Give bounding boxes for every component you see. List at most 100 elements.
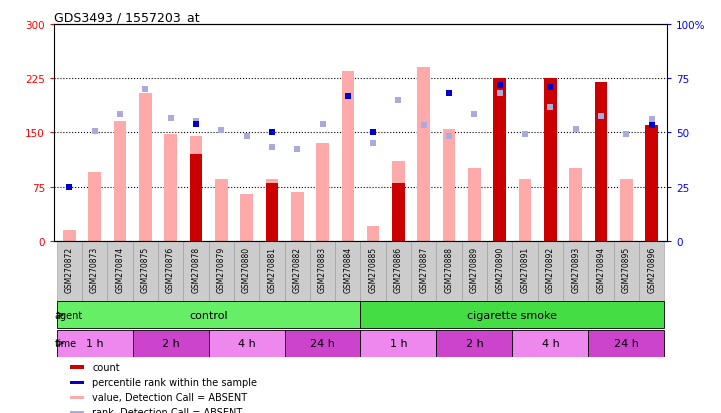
Text: count: count xyxy=(92,362,120,372)
Text: value, Detection Call = ABSENT: value, Detection Call = ABSENT xyxy=(92,392,247,402)
Text: 2 h: 2 h xyxy=(466,338,483,348)
Text: GDS3493 / 1557203_at: GDS3493 / 1557203_at xyxy=(54,11,200,24)
Bar xyxy=(493,79,506,241)
Bar xyxy=(265,180,278,241)
Bar xyxy=(342,72,354,241)
Bar xyxy=(544,126,557,241)
Point xyxy=(570,126,582,133)
Text: GSM270878: GSM270878 xyxy=(191,246,200,292)
Text: GSM270872: GSM270872 xyxy=(65,246,74,292)
Bar xyxy=(285,330,360,357)
Point xyxy=(317,121,328,128)
Bar xyxy=(70,396,84,399)
Text: GSM270875: GSM270875 xyxy=(141,246,150,292)
Point xyxy=(139,86,151,93)
Bar xyxy=(208,241,234,301)
Bar xyxy=(360,330,436,357)
Text: GSM270895: GSM270895 xyxy=(622,246,631,292)
Bar xyxy=(291,192,304,241)
Text: GSM270880: GSM270880 xyxy=(242,246,251,292)
Point xyxy=(63,184,75,190)
Bar xyxy=(513,241,538,301)
Bar xyxy=(570,169,582,241)
Point xyxy=(646,117,658,123)
Bar xyxy=(57,241,82,301)
Text: GSM270891: GSM270891 xyxy=(521,246,530,292)
Bar xyxy=(107,241,133,301)
Bar xyxy=(468,169,481,241)
Text: GSM270887: GSM270887 xyxy=(420,246,428,292)
Point xyxy=(646,123,658,129)
Point xyxy=(469,112,480,118)
Point xyxy=(443,133,455,140)
Bar xyxy=(317,144,329,241)
Bar xyxy=(190,154,202,241)
Bar xyxy=(70,381,84,384)
Bar xyxy=(588,241,614,301)
Bar xyxy=(392,183,404,241)
Bar xyxy=(57,330,133,357)
Bar xyxy=(133,241,158,301)
Text: GSM270889: GSM270889 xyxy=(470,246,479,292)
Text: control: control xyxy=(189,310,228,320)
Bar xyxy=(487,241,513,301)
Point xyxy=(216,128,227,134)
Bar xyxy=(57,301,360,329)
Point xyxy=(241,133,252,140)
Bar xyxy=(493,129,506,241)
Text: GSM270874: GSM270874 xyxy=(115,246,125,292)
Bar xyxy=(234,241,260,301)
Bar xyxy=(645,126,658,241)
Bar xyxy=(436,241,461,301)
Text: 2 h: 2 h xyxy=(162,338,180,348)
Text: GSM270884: GSM270884 xyxy=(343,246,353,292)
Bar xyxy=(70,366,84,369)
Text: rank, Detection Call = ABSENT: rank, Detection Call = ABSENT xyxy=(92,408,242,413)
Bar xyxy=(360,241,386,301)
Text: GSM270876: GSM270876 xyxy=(166,246,175,292)
Text: GSM270894: GSM270894 xyxy=(596,246,606,292)
Point xyxy=(494,90,505,97)
Point xyxy=(621,131,632,138)
Bar xyxy=(190,137,202,241)
Bar xyxy=(588,330,664,357)
Bar xyxy=(215,180,228,241)
Text: 1 h: 1 h xyxy=(86,338,103,348)
Bar xyxy=(88,173,101,241)
Bar xyxy=(360,301,664,329)
Point xyxy=(63,184,75,190)
Point xyxy=(190,119,202,126)
Bar xyxy=(164,134,177,241)
Bar xyxy=(133,330,208,357)
Point xyxy=(190,121,202,128)
Point xyxy=(544,104,556,111)
Bar xyxy=(639,241,664,301)
Text: percentile rank within the sample: percentile rank within the sample xyxy=(92,377,257,387)
Text: GSM270893: GSM270893 xyxy=(571,246,580,292)
Bar xyxy=(443,129,456,241)
Point xyxy=(89,128,100,135)
Bar xyxy=(208,330,285,357)
Bar xyxy=(563,241,588,301)
Text: GSM270873: GSM270873 xyxy=(90,246,99,292)
Text: GSM270888: GSM270888 xyxy=(445,246,454,292)
Bar xyxy=(417,68,430,241)
Bar xyxy=(70,411,84,413)
Bar xyxy=(513,330,588,357)
Bar xyxy=(411,241,436,301)
Bar xyxy=(158,241,183,301)
Bar xyxy=(544,79,557,241)
Text: cigarette smoke: cigarette smoke xyxy=(467,310,557,320)
Point xyxy=(114,112,125,118)
Bar xyxy=(240,194,253,241)
Point xyxy=(443,90,455,97)
Bar xyxy=(595,129,607,241)
Bar xyxy=(139,93,151,241)
Text: GSM270881: GSM270881 xyxy=(267,246,276,292)
Bar xyxy=(461,241,487,301)
Text: time: time xyxy=(55,338,76,348)
Bar xyxy=(285,241,310,301)
Point xyxy=(596,114,607,121)
Text: GSM270883: GSM270883 xyxy=(318,246,327,292)
Point xyxy=(519,131,531,138)
